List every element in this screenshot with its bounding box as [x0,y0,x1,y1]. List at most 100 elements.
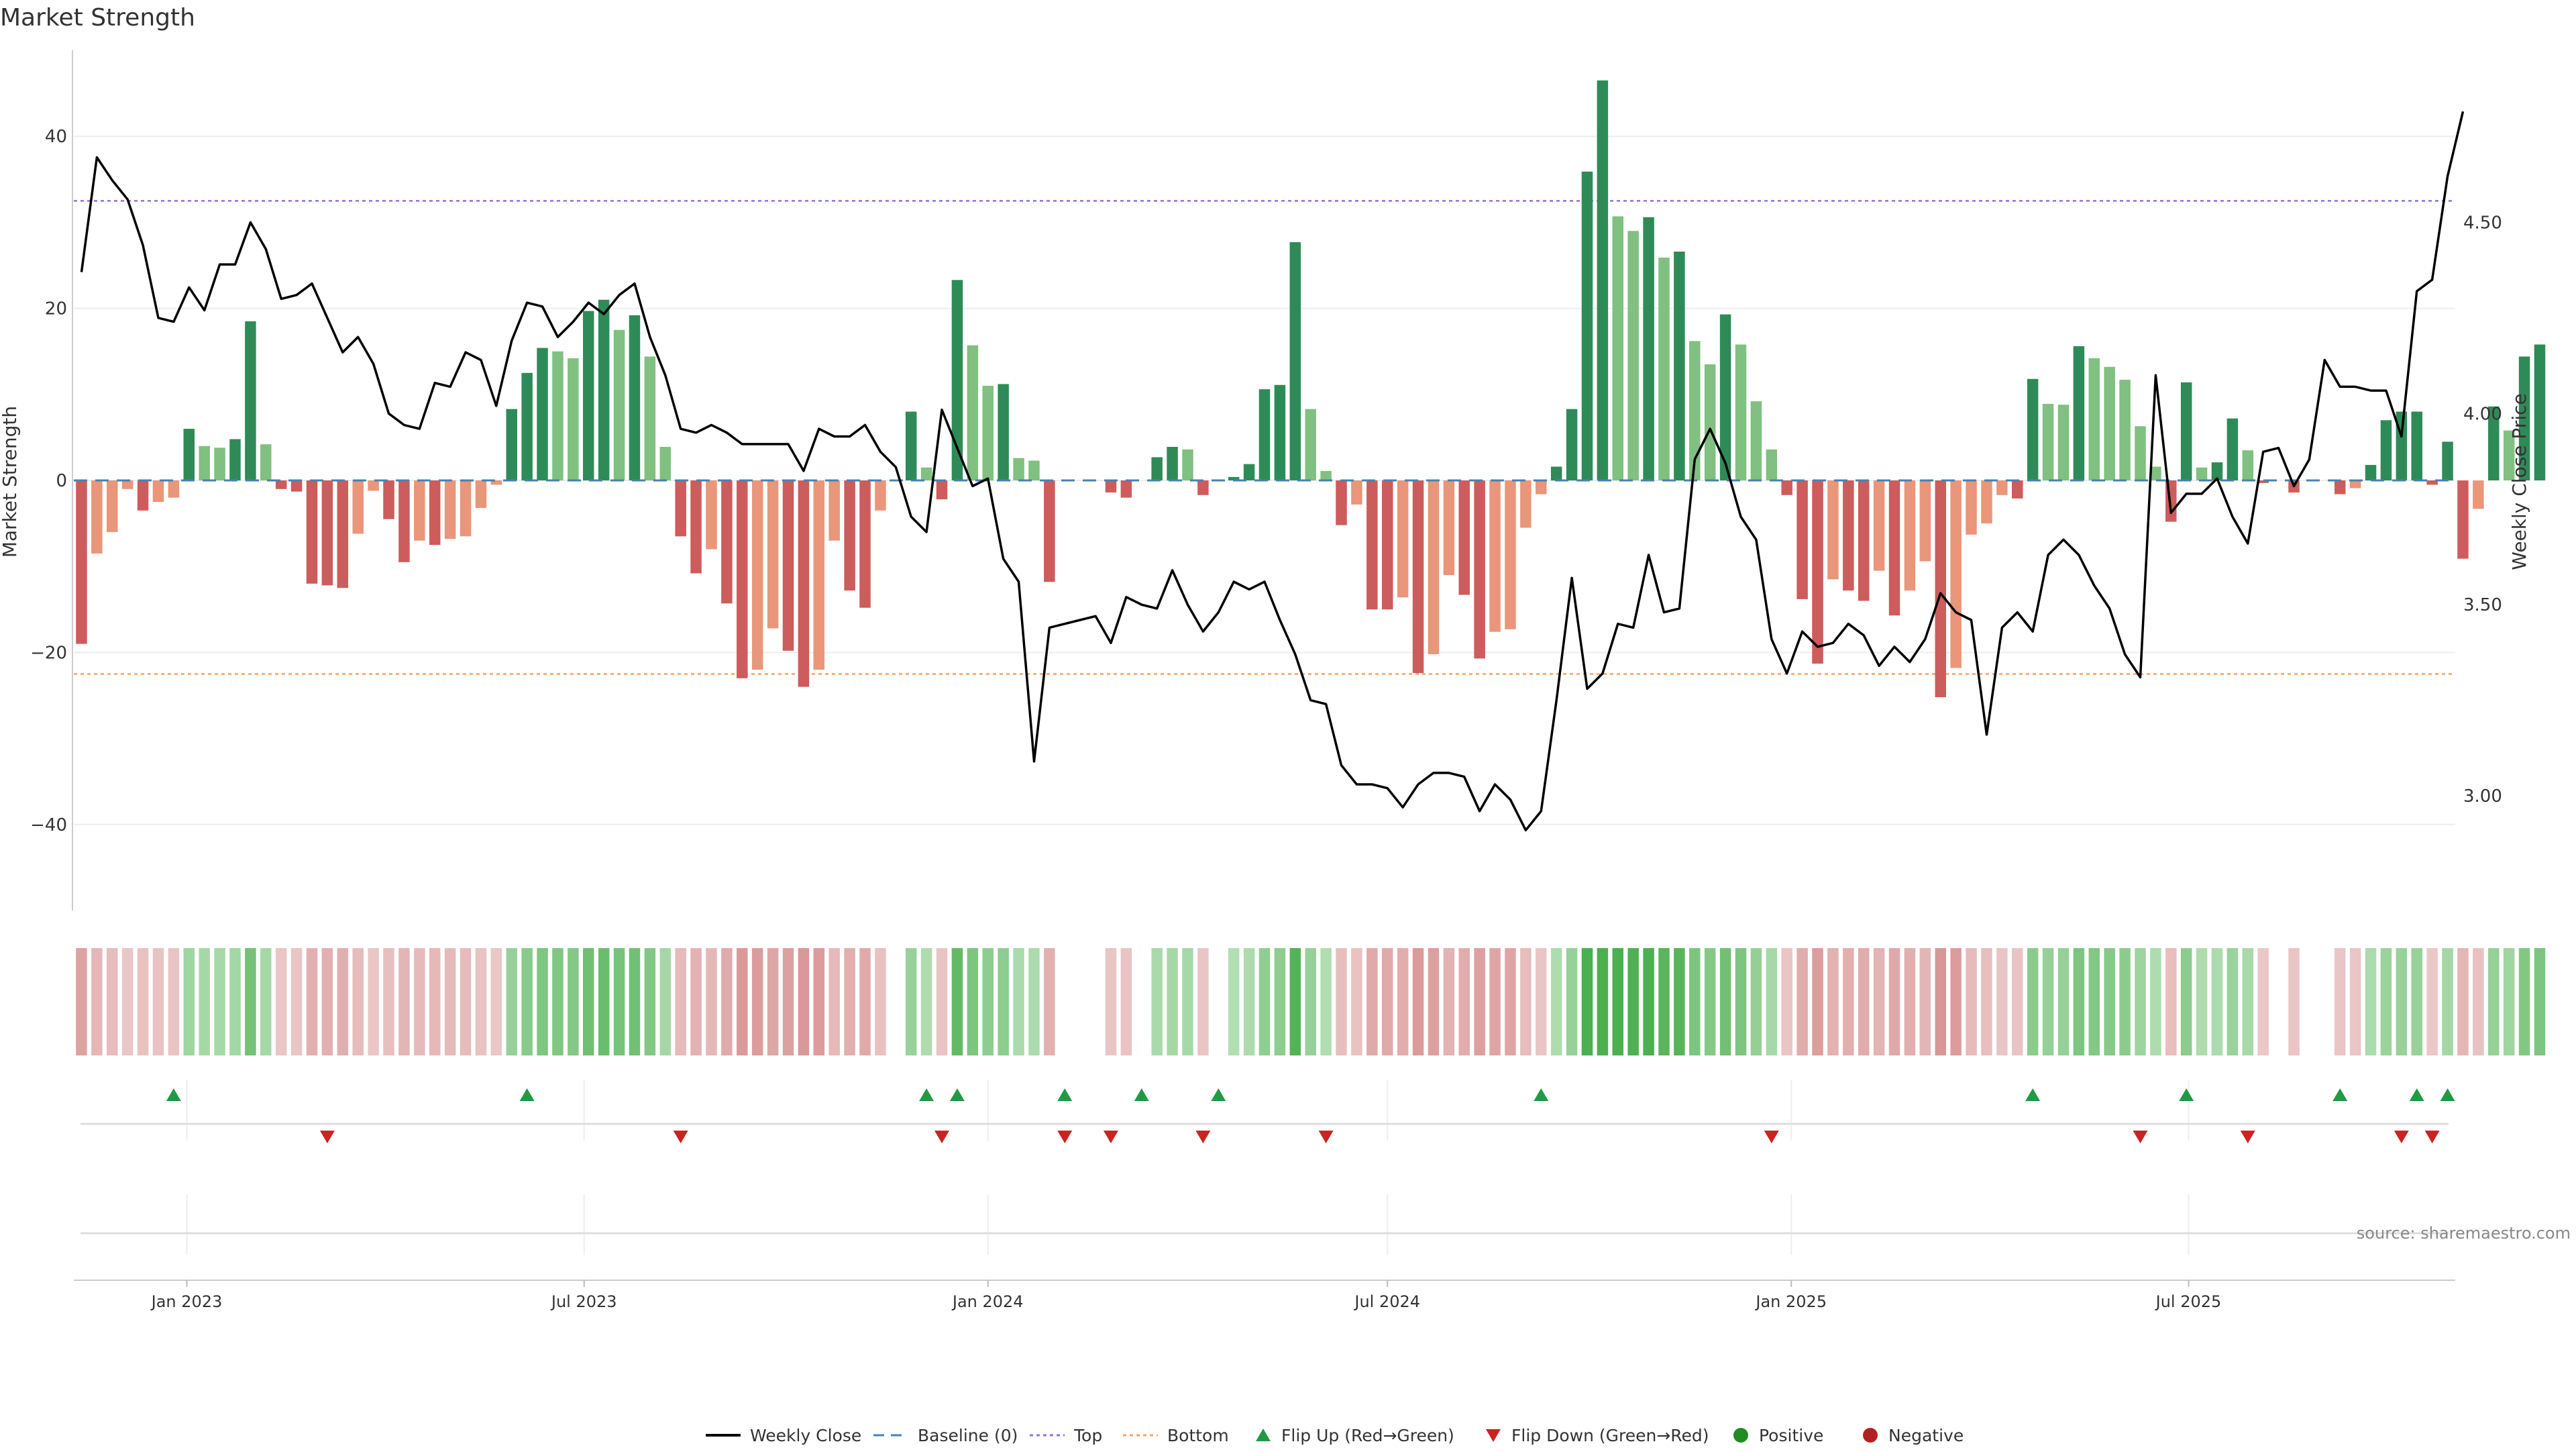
strength-bar [1719,314,1731,480]
heat-cell [2211,948,2223,1055]
strength-bar [1536,480,1547,495]
strength-bar [1151,457,1163,480]
heat-cell [1812,948,1823,1055]
heat-cell [767,948,779,1055]
strength-bar [1105,480,1117,492]
strength-bar [1274,384,1286,480]
close-series [80,111,2465,832]
strength-bar [2518,356,2530,480]
legend: Weekly Close Baseline (0) Top Bottom Flip Up… [706,1426,1964,1445]
strength-bar [1381,480,1393,610]
heat-cell [1443,948,1455,1055]
strength-bar [1873,480,1885,571]
heat-cell [1105,948,1117,1055]
strength-bar [1428,480,1440,654]
heat-cell [1289,948,1301,1055]
strength-bar [1888,480,1900,616]
flip-down-marker [2394,1131,2409,1143]
flip-up-marker [1534,1088,1549,1101]
flip-up-marker [166,1088,181,1101]
strength-bar [107,480,118,532]
heat-cell [183,948,195,1055]
heat-cell [1966,948,1977,1055]
heat-cell [2226,948,2239,1055]
heat-cell [1013,948,1024,1055]
strength-bar [1843,480,1854,591]
strength-bar [1228,476,1240,480]
strength-bar [2257,480,2269,483]
heat-cell [245,948,256,1055]
heat-cell [521,948,533,1055]
x-tick-label: Jan 2023 [150,1292,223,1311]
y-tick-label: 0 [56,471,67,491]
heat-cell [1843,948,1854,1055]
strength-bar [91,480,103,554]
source-label: source: sharemaestro.com [2357,1224,2571,1243]
strength-bar [2119,380,2131,480]
heat-cell [1520,948,1532,1055]
heat-cell [2473,948,2484,1055]
heat-cell [2518,948,2530,1055]
legend-symbol [1863,1428,1878,1443]
strength-bar [398,480,410,562]
x-tick-label: Jul 2024 [1353,1292,1420,1311]
strength-bar [920,467,932,480]
strength-bar [2457,480,2469,559]
strength-bar [2426,480,2438,485]
heat-cell [121,948,133,1055]
strength-bar [875,480,886,511]
heat-cell [229,948,241,1055]
heat-cell [1458,948,1470,1055]
heat-cell [659,948,672,1055]
strength-bar [644,356,656,480]
heat-cell [629,948,641,1055]
y2-tick-label: 4.50 [2463,213,2502,233]
heat-cell [1612,948,1624,1055]
heat-cell [76,948,87,1055]
strength-bar [1397,480,1409,598]
heat-cell [721,948,733,1055]
strength-bar [828,480,840,541]
heat-cell [1550,948,1562,1055]
strength-bar [2057,405,2070,480]
heat-cell [751,948,763,1055]
heat-cell [152,948,164,1055]
strength-bar [521,372,533,480]
heat-cell [905,948,917,1055]
heat-cell [1505,948,1516,1055]
heat-cell [1151,948,1163,1055]
strength-bar [475,480,487,509]
strength-bar [2150,466,2161,480]
heat-cell [1873,948,1885,1055]
heat-cell [1182,948,1193,1055]
heat-cell [675,948,686,1055]
strength-bar [1858,480,1870,601]
strength-bar [552,351,564,480]
strength-bar [1750,401,1762,480]
strength-bar [1766,449,1778,480]
strength-bar [2211,462,2223,480]
heat-cell [1351,948,1362,1055]
heat-cell [859,948,871,1055]
heat-cell [2288,948,2300,1055]
heat-cell [1781,948,1792,1055]
heat-cell [1904,948,1916,1055]
strength-bar [1812,480,1823,664]
heat-cell [951,948,963,1055]
heat-cell [1597,948,1609,1055]
strength-bar [352,480,364,534]
strength-bar [2534,344,2546,480]
strength-bar [1996,480,2008,495]
heat-cell [444,948,456,1055]
strength-bar [199,446,210,480]
x-tick-label: Jan 2024 [951,1292,1024,1311]
heat-cell [537,948,548,1055]
strength-bar [2073,346,2085,480]
strength-bar [998,384,1009,480]
heat-cell [936,948,948,1055]
strength-heat-strip [76,948,2546,1055]
axes [72,50,2455,1281]
strength-bar [1289,242,1301,480]
heat-cell [168,948,180,1055]
strength-bar [2503,430,2515,480]
